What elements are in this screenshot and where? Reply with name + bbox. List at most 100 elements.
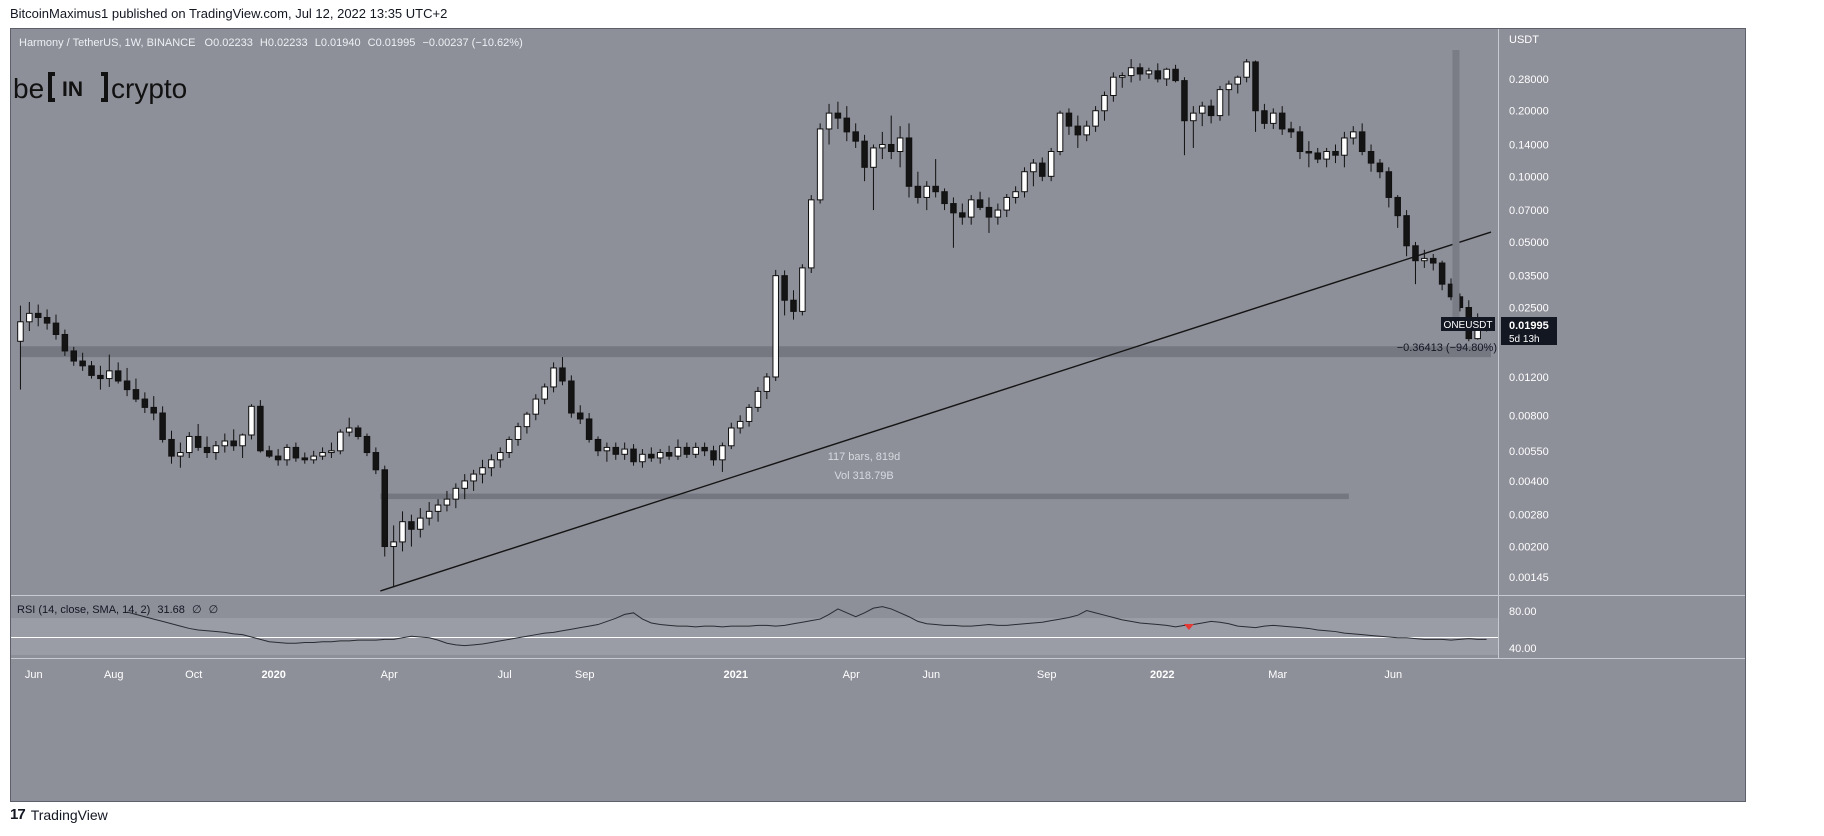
candle-body [292, 446, 300, 459]
measure-bar [1452, 49, 1460, 329]
candle-down [905, 123, 913, 198]
measure-vol-label: Vol 318.79B [834, 470, 893, 482]
candle-down [274, 449, 282, 466]
candle-down [1172, 64, 1179, 83]
candle-up [1083, 120, 1090, 142]
candle-body [1039, 162, 1046, 177]
candle-body [1287, 128, 1295, 133]
candle-down [1376, 159, 1384, 179]
candle-body [123, 380, 131, 391]
candle-down [301, 452, 309, 464]
candle-body [61, 333, 69, 352]
candle-down [683, 442, 691, 458]
candle-body [1429, 257, 1437, 264]
price-tick-label: 0.03500 [1509, 271, 1549, 283]
candle-body [1216, 89, 1224, 117]
candle-up [728, 422, 735, 450]
candle-up [719, 442, 726, 472]
legend-o-label: O [205, 37, 214, 49]
candle-body [434, 504, 442, 512]
candle-body [1207, 105, 1215, 117]
rsi-label: RSI (14, close, SMA, 14, 2) [17, 604, 150, 616]
candle-body [914, 185, 922, 198]
time-tick-label: Jun [1384, 669, 1402, 681]
candle-body [168, 438, 175, 457]
candle-body [879, 143, 886, 149]
candle-body [630, 448, 637, 463]
candle-down [408, 514, 415, 547]
candle-down [1039, 157, 1046, 182]
candle-down [265, 445, 273, 458]
candle-down [1403, 210, 1410, 257]
candle-down [1367, 144, 1375, 172]
rsi-axis-tick-80: 80.00 [1509, 606, 1537, 618]
last-price-box [1501, 317, 1557, 345]
candle-up [514, 422, 522, 446]
candle-up [1021, 167, 1028, 198]
candle-down [559, 357, 566, 386]
candle-body [248, 405, 255, 436]
candle-body [363, 435, 371, 454]
candle-down [1278, 106, 1286, 135]
candle-body [1163, 68, 1170, 80]
candle-down [1394, 195, 1401, 228]
price-tick-label: 0.07000 [1509, 205, 1549, 217]
logo-brackets-icon [48, 72, 108, 102]
candle-body [692, 446, 699, 455]
candle-up [1101, 91, 1108, 121]
time-axis-ticks: Jun Aug Oct 2020 Apr Jul Sep 2021 Apr Jun Sep 2022 M… [25, 669, 1402, 681]
chart-frame[interactable]: Harmony / TetherUS, 1W, BINANCE O0.02233… [10, 28, 1746, 802]
time-tick-label: Sep [575, 669, 595, 681]
candle-down [150, 396, 157, 421]
candle-body [1350, 131, 1357, 139]
candle-body [159, 412, 166, 440]
candle-up [443, 490, 451, 512]
zones [20, 346, 1492, 500]
candle-up [967, 195, 975, 225]
candle-body [665, 452, 673, 457]
rsi-legend: RSI (14, close, SMA, 14, 2) 31.68 ∅ ∅ [17, 604, 218, 616]
candle-body [683, 446, 691, 455]
candle-up [283, 444, 291, 466]
candle-body [1305, 151, 1313, 154]
ascending-trendline[interactable] [380, 231, 1492, 592]
time-tick-label: Apr [381, 669, 398, 681]
candle-down [630, 444, 637, 466]
price-tick-label: 0.10000 [1509, 171, 1549, 183]
candle-body [808, 199, 815, 269]
candle-body [523, 413, 531, 428]
time-tick-label: 2020 [261, 669, 285, 681]
candle-up [461, 474, 468, 500]
candle-body [337, 431, 344, 452]
candle-up [1341, 131, 1348, 168]
candle-body [43, 316, 51, 324]
candle-body [648, 453, 655, 459]
candle-down [61, 329, 69, 356]
candle-up [1092, 106, 1099, 132]
candle-up [505, 436, 513, 458]
last-price-label: ONEUSDT 0.01995 5d 13h [1441, 317, 1557, 345]
candle-up [417, 508, 424, 538]
main-plot-area[interactable] [11, 29, 1498, 595]
candle-down [790, 290, 797, 320]
candle-up [248, 404, 255, 440]
rsi-band [11, 618, 1498, 655]
candle-up [825, 103, 833, 145]
time-axis-area[interactable] [11, 659, 1745, 689]
candle-down [568, 375, 575, 418]
candle-up [639, 449, 646, 468]
rsi-axis-tick-40: 40.00 [1509, 643, 1537, 655]
legend-h-value: 0.02233 [268, 37, 308, 49]
candle-body [1341, 137, 1348, 156]
candle-body [1278, 112, 1286, 130]
candle-body [834, 112, 842, 119]
rsi-line [126, 606, 1487, 647]
resistance-zone [20, 346, 1492, 358]
candle-body [1243, 61, 1250, 78]
candle-body [1225, 83, 1233, 91]
candle-body [1118, 75, 1126, 78]
candle-body [310, 455, 317, 461]
chart-svg[interactable]: Harmony / TetherUS, 1W, BINANCE O0.02233… [11, 29, 1745, 801]
candle-up [452, 483, 460, 509]
candle-body [1261, 110, 1268, 124]
